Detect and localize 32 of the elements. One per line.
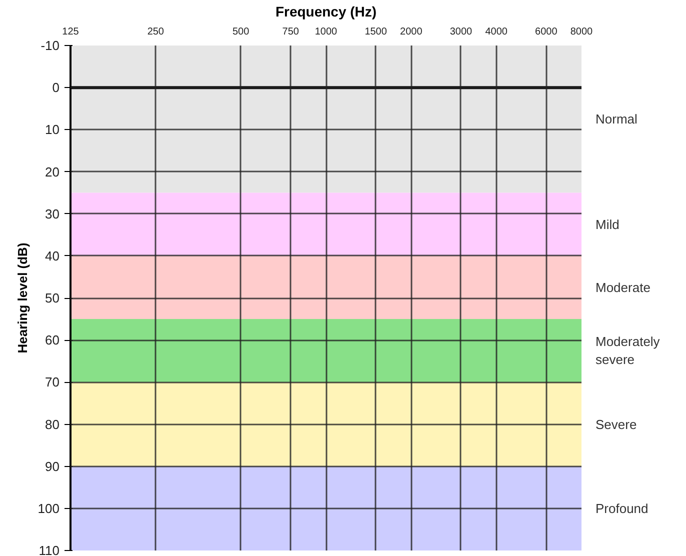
x-tick-label: 1500 bbox=[364, 26, 388, 38]
x-tick-label: 1000 bbox=[314, 26, 338, 38]
x-tick-label: 8000 bbox=[570, 26, 594, 38]
y-axis-title: Hearing level (dB) bbox=[14, 242, 30, 354]
y-tick-label: 110 bbox=[38, 543, 60, 556]
y-tick-label: 50 bbox=[45, 290, 60, 306]
y-tick-label: 90 bbox=[45, 458, 60, 474]
y-tick-label: 40 bbox=[45, 248, 60, 264]
y-tick-label: 30 bbox=[45, 206, 60, 222]
y-tick-label: 0 bbox=[52, 80, 60, 96]
x-tick-label: 3000 bbox=[450, 26, 473, 38]
x-tick-label: 4000 bbox=[485, 26, 508, 38]
x-tick-label: 750 bbox=[282, 26, 300, 38]
band-label: Moderate bbox=[596, 280, 650, 295]
band-label: Normal bbox=[596, 112, 638, 127]
x-tick-label: 500 bbox=[232, 26, 250, 38]
band-label: Moderately severe bbox=[596, 334, 660, 368]
x-tick-label: 6000 bbox=[535, 26, 558, 38]
y-tick-label: 80 bbox=[45, 416, 60, 432]
band-label: Profound bbox=[596, 500, 648, 516]
band-label: Mild bbox=[596, 216, 620, 232]
y-tick-label: 20 bbox=[45, 164, 60, 180]
y-tick-label: 100 bbox=[38, 500, 60, 516]
x-tick-label: 250 bbox=[147, 26, 164, 38]
y-tick-label: -10 bbox=[40, 38, 60, 53]
x-tick-label: 125 bbox=[62, 26, 80, 38]
band-label: Severe bbox=[596, 416, 637, 432]
y-tick-label: 70 bbox=[45, 374, 60, 390]
x-axis-title: Frequency (Hz) bbox=[275, 4, 377, 20]
x-tick-label: 2000 bbox=[400, 26, 423, 38]
y-tick-label: 10 bbox=[45, 122, 60, 138]
y-tick-label: 60 bbox=[45, 332, 60, 348]
